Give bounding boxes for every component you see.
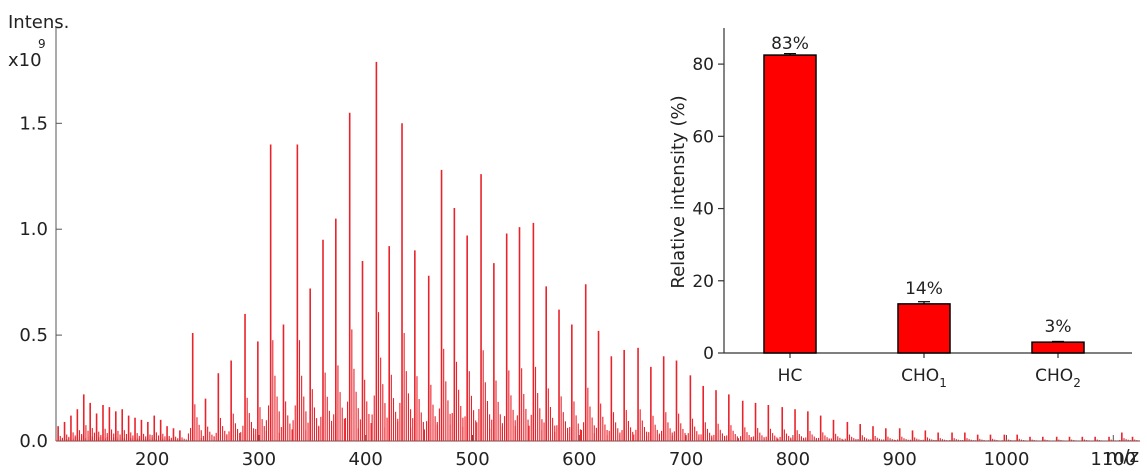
inset-bar-value-label: 83%: [771, 34, 809, 54]
inset-category-label: CHO1: [901, 366, 947, 390]
inset-category-base: CHO: [1035, 366, 1073, 386]
inset-bar: [1031, 341, 1085, 354]
inset-bars: [763, 53, 1085, 354]
inset-y-tick-label: 60: [692, 127, 714, 147]
main-x-tick-label: 300: [242, 449, 276, 468]
main-x-tick-label: 1000: [984, 449, 1030, 468]
main-x-tick-label: 800: [776, 449, 810, 468]
inset-y-tick-label: 40: [692, 200, 714, 220]
inset-category-subscript: 1: [939, 376, 947, 390]
main-x-tick-label: 200: [135, 449, 169, 468]
main-x-tick-label: 500: [455, 449, 489, 468]
inset-category-label: HC: [778, 366, 803, 386]
inset-y-tick-label: 20: [692, 272, 714, 292]
inset-bar: [763, 54, 817, 354]
y-axis-multiplier: x10: [8, 50, 42, 71]
inset-y-axis-title: Relative intensity (%): [668, 95, 689, 288]
y-axis-title: Intens.: [8, 12, 69, 33]
main-x-tick-label: 400: [349, 449, 383, 468]
main-y-tick-label: 1.0: [19, 219, 48, 240]
inset-y-tick-label: 0: [703, 344, 714, 364]
spectrum-peaks: [55, 61, 1140, 441]
x-axis-title: m/z: [1106, 446, 1139, 467]
inset-bar: [897, 303, 951, 354]
main-x-tick-label: 700: [669, 449, 703, 468]
main-x-tick-label: 1100: [1090, 449, 1136, 468]
main-x-tick-label: 900: [883, 449, 917, 468]
inset-y-tick-label: 80: [692, 55, 714, 75]
main-y-tick-label: 1.5: [19, 113, 48, 134]
inset-category-label: CHO2: [1035, 366, 1081, 390]
inset-bar-value-label: 3%: [1045, 317, 1072, 337]
y-axis-exponent: 9: [38, 37, 46, 51]
main-x-tick-label: 600: [562, 449, 596, 468]
main-y-tick-label: 0.0: [19, 431, 48, 452]
inset-category-base: CHO: [901, 366, 939, 386]
inset-bar-value-label: 14%: [905, 279, 943, 299]
main-y-tick-label: 0.5: [19, 325, 48, 346]
inset-category-base: HC: [778, 366, 803, 386]
inset-category-subscript: 2: [1073, 376, 1081, 390]
